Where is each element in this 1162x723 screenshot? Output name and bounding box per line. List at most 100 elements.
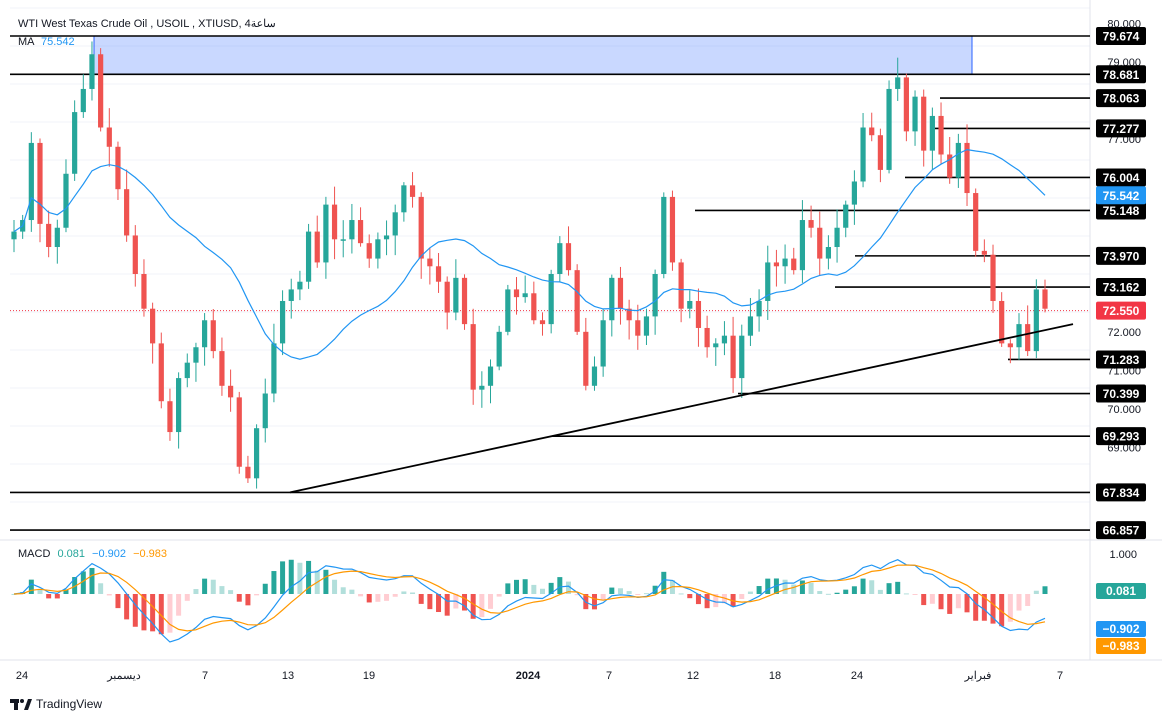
- candle-body: [444, 281, 450, 313]
- macd-histogram-bar: [488, 594, 494, 609]
- candle: [314, 215, 320, 268]
- candle-body: [999, 300, 1005, 344]
- candle-body: [314, 231, 320, 263]
- candle: [210, 309, 216, 359]
- candle: [955, 133, 961, 188]
- candle: [522, 275, 528, 303]
- tradingview-brand[interactable]: TradingView: [10, 697, 102, 711]
- candle: [782, 244, 788, 284]
- time-tick-label: 2024: [516, 670, 541, 682]
- candle-body: [808, 220, 814, 228]
- macd-histogram-bar: [288, 559, 294, 594]
- candle-body: [461, 277, 468, 325]
- level-price-tag-bg: [1096, 89, 1146, 108]
- macd-legend[interactable]: MACD 0.081 −0.902 −0.983: [18, 548, 167, 560]
- macd-histogram-bar: [713, 594, 719, 608]
- candle: [817, 211, 823, 276]
- candle-body: [487, 366, 494, 386]
- candle-body: [115, 146, 121, 190]
- candle-body: [929, 115, 935, 151]
- candle-body: [678, 262, 684, 309]
- level-price-tag-text: 67.834: [1103, 486, 1140, 500]
- macd-histogram-bar: [106, 594, 112, 596]
- candle: [236, 391, 242, 474]
- candle: [132, 225, 138, 287]
- resistance-zone-layer: [93, 35, 973, 75]
- macd-layer: [11, 559, 1048, 643]
- candle-body: [150, 308, 156, 344]
- candle: [167, 388, 173, 441]
- candle-body: [323, 204, 329, 263]
- macd-histogram-bar: [678, 593, 684, 595]
- macd-histogram-bar: [89, 567, 95, 594]
- macd-value-macd: −0.902: [92, 548, 126, 560]
- macd-histogram-bar: [739, 594, 745, 599]
- candle-body: [340, 239, 346, 241]
- candle: [695, 288, 702, 347]
- candle: [158, 332, 164, 409]
- macd-histogram-bar: [1033, 590, 1039, 594]
- candle: [253, 424, 260, 489]
- macd-value-hist: 0.081: [57, 548, 85, 560]
- candle-body: [938, 115, 944, 155]
- macd-line-tag: −0.902: [1096, 621, 1146, 637]
- macd-value-signal: −0.983: [133, 548, 168, 560]
- macd-histogram-bar: [384, 594, 390, 601]
- candle-body: [236, 397, 242, 467]
- candle-body: [401, 185, 407, 213]
- candle-body: [427, 258, 433, 267]
- candle-body: [860, 127, 866, 182]
- candle: [747, 297, 754, 346]
- candle: [947, 137, 953, 184]
- level-price-tag: 70.399: [1096, 384, 1146, 403]
- price-tick-label: 72.000: [1107, 327, 1141, 339]
- candle: [678, 258, 684, 323]
- time-tick-label: 7: [202, 670, 208, 682]
- candle-body: [851, 181, 857, 205]
- candle: [860, 112, 866, 188]
- macd-histogram-bar: [791, 584, 797, 594]
- candle: [141, 259, 147, 317]
- candle-body: [903, 77, 909, 132]
- level-price-tag-text: 76.004: [1103, 171, 1140, 185]
- macd-histogram-bar: [496, 594, 502, 597]
- ma-legend[interactable]: MA 75.542: [18, 36, 75, 48]
- level-price-tag: 67.834: [1096, 483, 1146, 502]
- macd-histogram-bar: [886, 583, 892, 594]
- candle-body: [479, 385, 485, 390]
- candle-body: [435, 266, 442, 282]
- candle-body: [418, 196, 424, 259]
- candle: [401, 182, 407, 222]
- macd-histogram-bar: [366, 594, 372, 603]
- candle: [687, 290, 693, 319]
- candle-body: [765, 262, 771, 301]
- time-axis-layer: 24 ديسمبر 7 13 19 2024 7 12 18 24 فبراير 7: [16, 670, 1063, 682]
- level-price-tag-bg: [1096, 521, 1146, 540]
- time-tick-label: 18: [769, 670, 781, 682]
- macd-histogram-bar: [150, 594, 156, 632]
- candle: [54, 219, 60, 264]
- candle-body: [730, 335, 736, 379]
- tradingview-logo-icon: [10, 699, 32, 710]
- candle-body: [990, 254, 996, 301]
- macd-histogram-bar: [765, 578, 771, 594]
- time-tick-label: 12: [687, 670, 699, 682]
- level-price-tag-bg: [1096, 201, 1146, 220]
- candle: [72, 100, 78, 181]
- macd-histogram-bar: [947, 594, 953, 614]
- macd-histogram-bar: [834, 592, 840, 594]
- macd-histogram-bar: [903, 593, 909, 595]
- candle: [323, 196, 329, 279]
- time-tick-label: ديسمبر: [106, 670, 141, 682]
- macd-histogram-bar: [1016, 594, 1022, 611]
- macd-histogram-bar: [245, 594, 251, 606]
- macd-histogram-bar: [349, 589, 355, 594]
- candle-body: [600, 320, 606, 367]
- candle-body: [713, 343, 719, 348]
- candle: [1033, 279, 1039, 359]
- macd-histogram-bar: [635, 594, 641, 595]
- candle-body: [176, 378, 182, 433]
- candle-body: [643, 316, 650, 336]
